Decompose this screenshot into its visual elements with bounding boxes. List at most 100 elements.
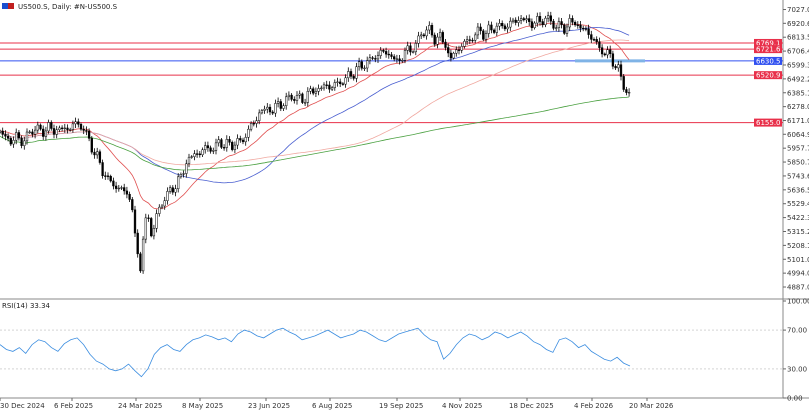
candle-body bbox=[549, 15, 552, 22]
candle-body bbox=[363, 67, 366, 70]
candle-body bbox=[611, 53, 615, 67]
candle-body bbox=[225, 139, 228, 148]
candle-body bbox=[557, 21, 561, 29]
candle-body bbox=[606, 49, 609, 56]
candle-body bbox=[511, 19, 515, 22]
candle-body bbox=[303, 102, 307, 104]
candle-body bbox=[193, 153, 196, 157]
candle-body bbox=[98, 151, 102, 163]
candle-body bbox=[263, 108, 266, 111]
candle-body bbox=[195, 153, 199, 155]
candle-body bbox=[222, 147, 226, 149]
candle-body bbox=[101, 162, 104, 176]
price-tick-label: 5101.0 bbox=[787, 256, 809, 264]
candle-body bbox=[306, 91, 309, 103]
candle-body bbox=[609, 49, 612, 54]
candle-body bbox=[1, 130, 4, 135]
candle-body bbox=[52, 128, 56, 135]
candle-body bbox=[441, 32, 444, 43]
candle-body bbox=[260, 110, 264, 114]
candle-body bbox=[123, 187, 126, 192]
level-label: 6520.9 bbox=[756, 72, 781, 80]
candle-body bbox=[66, 127, 69, 131]
candle-body bbox=[244, 137, 247, 143]
candle-body bbox=[231, 142, 234, 150]
candle-body bbox=[538, 16, 542, 22]
candle-body bbox=[201, 149, 204, 156]
candle-body bbox=[552, 20, 555, 29]
candle-body bbox=[217, 139, 220, 144]
candle-body bbox=[587, 28, 590, 35]
rsi-tick-label: 100.00 bbox=[787, 298, 809, 306]
candle-body bbox=[498, 23, 501, 27]
candle-body bbox=[579, 24, 582, 29]
candle-body bbox=[214, 142, 218, 151]
candle-body bbox=[106, 175, 110, 177]
candle-body bbox=[136, 232, 139, 255]
candle-body bbox=[417, 35, 420, 44]
chart-frame bbox=[0, 0, 809, 399]
candle-body bbox=[4, 134, 7, 137]
candle-body bbox=[457, 49, 461, 51]
candle-body bbox=[598, 41, 601, 48]
time-tick-label: 4 Feb 2026 bbox=[574, 402, 614, 410]
candle-body bbox=[96, 151, 99, 156]
candle-body bbox=[438, 32, 442, 38]
candle-body bbox=[198, 153, 201, 156]
candle-body bbox=[28, 131, 31, 133]
candle-body bbox=[398, 58, 401, 61]
candle-body bbox=[360, 61, 363, 69]
candle-body bbox=[220, 139, 223, 148]
rsi-tick-label: 70.00 bbox=[787, 327, 807, 335]
candle-body bbox=[627, 91, 631, 94]
candle-body bbox=[212, 150, 215, 152]
candle-body bbox=[293, 99, 296, 101]
price-tick-label: 5743.6 bbox=[787, 172, 809, 180]
rsi-pane: 100.00 70.00 30.00 0.00 RSI(14) 33.34 bbox=[0, 298, 809, 403]
candle-body bbox=[114, 185, 118, 189]
sma-200-line bbox=[0, 96, 630, 171]
candle-body bbox=[619, 64, 623, 77]
candle-body bbox=[568, 18, 571, 28]
candle-body bbox=[428, 25, 431, 31]
candle-body bbox=[430, 25, 434, 36]
rsi-tick-label: 30.00 bbox=[787, 365, 807, 373]
candle-body bbox=[266, 106, 269, 110]
candle-body bbox=[333, 82, 336, 88]
candle-body bbox=[128, 193, 131, 200]
candle-body bbox=[312, 88, 315, 94]
candle-body bbox=[131, 199, 134, 211]
candle-body bbox=[290, 94, 293, 100]
candle-body bbox=[425, 29, 428, 37]
candle-body bbox=[249, 123, 253, 130]
candle-body bbox=[93, 151, 96, 156]
candle-body bbox=[6, 135, 10, 139]
candle-body bbox=[484, 33, 488, 40]
candle-body bbox=[474, 34, 477, 41]
candle-body bbox=[487, 24, 490, 34]
price-tick-label: 5422.3 bbox=[787, 214, 809, 222]
price-tick-label: 6385.1 bbox=[787, 89, 809, 97]
candle-body bbox=[509, 20, 512, 28]
color-icon[interactable] bbox=[8, 3, 14, 9]
candle-body bbox=[320, 87, 323, 90]
candle-body bbox=[287, 94, 291, 98]
candle-body bbox=[33, 129, 37, 135]
candle-body bbox=[622, 76, 625, 90]
price-tick-label: 6278.0 bbox=[787, 103, 809, 111]
candle-body bbox=[50, 122, 53, 129]
candle-body bbox=[104, 175, 107, 177]
candle-body bbox=[55, 129, 58, 135]
chart-type-icon[interactable] bbox=[2, 3, 8, 9]
candle-body bbox=[44, 130, 48, 137]
candle-body bbox=[109, 175, 112, 182]
candle-body bbox=[387, 53, 390, 56]
candle-body bbox=[560, 21, 563, 26]
time-tick-label: 30 Dec 2024 bbox=[0, 402, 45, 410]
candle-body bbox=[155, 213, 158, 229]
candle-body bbox=[374, 58, 377, 60]
candle-body bbox=[9, 138, 12, 145]
candle-body bbox=[357, 61, 361, 68]
